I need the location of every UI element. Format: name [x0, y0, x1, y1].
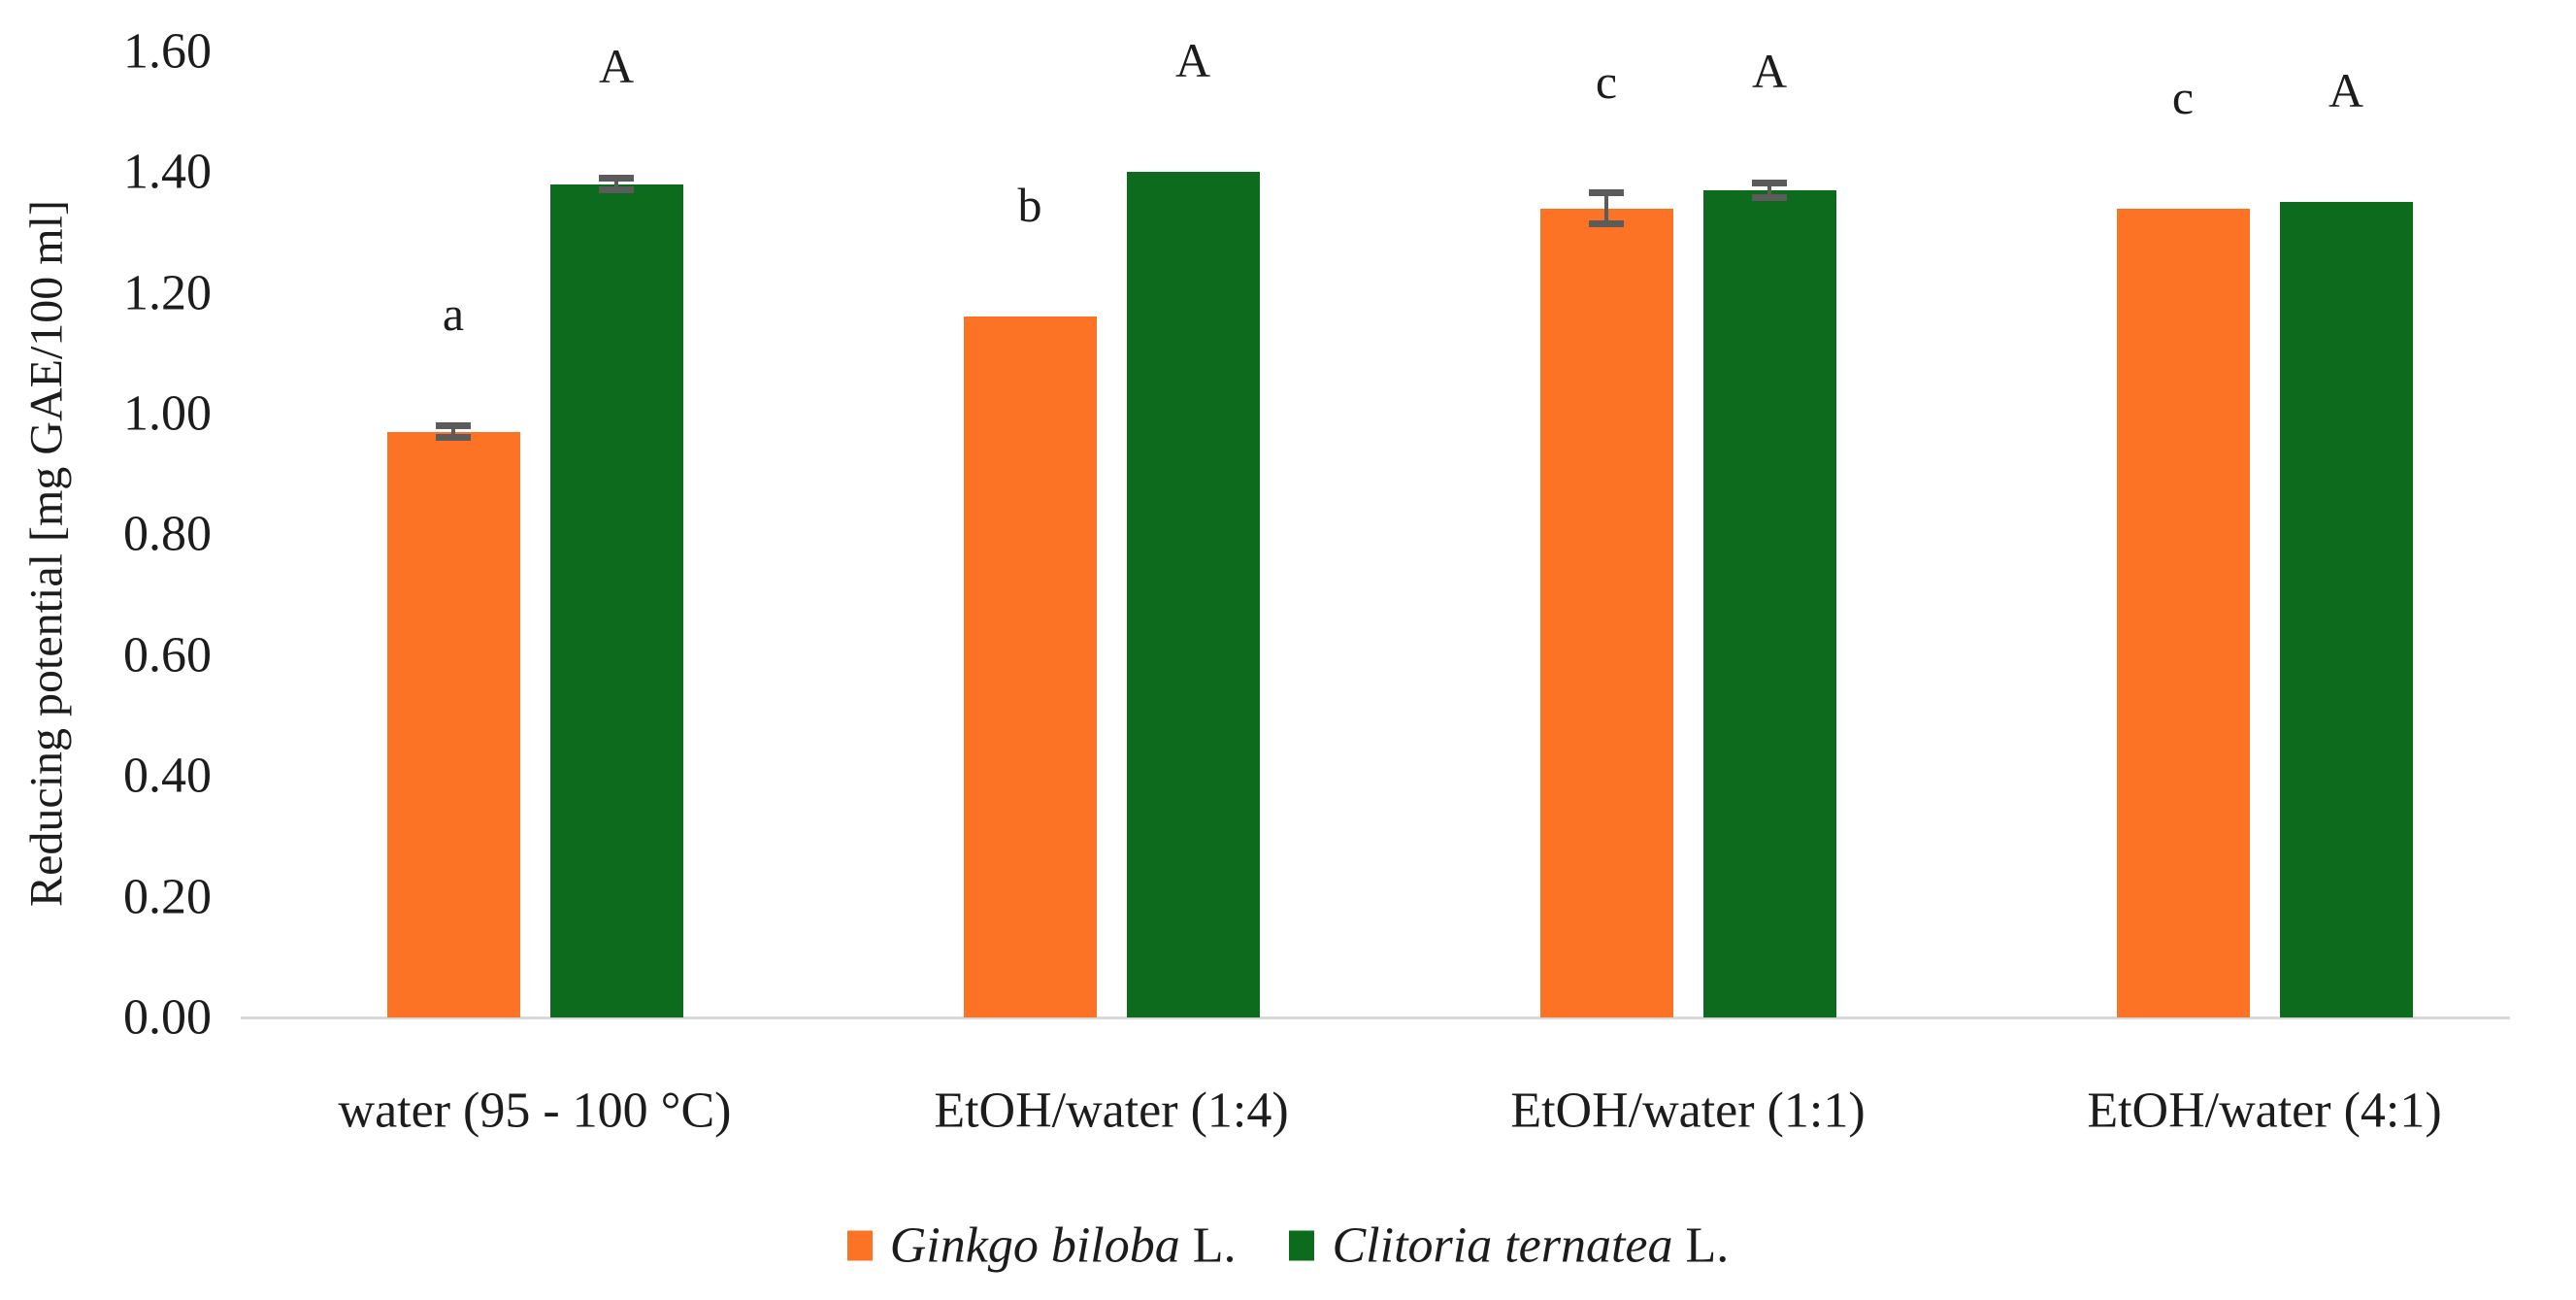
- error-bar-cap-bottom: [599, 186, 634, 194]
- y-tick-label: 0.00: [123, 989, 212, 1046]
- error-bar-cap-bottom: [1589, 219, 1624, 227]
- error-bar-cap-bottom: [1752, 193, 1787, 201]
- bar: [1126, 172, 1260, 1017]
- bar: [1539, 208, 1673, 1017]
- significance-letter: b: [1017, 178, 1042, 233]
- error-bar-line: [1604, 192, 1608, 224]
- error-bar-line: [614, 178, 618, 190]
- x-category-label: EtOH/water (4:1): [2087, 1083, 2442, 1139]
- error-bar-cap-top: [1589, 189, 1624, 197]
- significance-letter: A: [598, 39, 635, 94]
- significance-letter: c: [1595, 53, 1618, 109]
- bar: [549, 183, 683, 1017]
- legend: Ginkgo biloba L. Clitoria ternatea L.: [0, 1217, 2576, 1275]
- significance-letter: A: [1751, 44, 1788, 99]
- bar: [386, 431, 520, 1017]
- error-bar-cap-top: [599, 174, 634, 182]
- error-bar-line: [1767, 183, 1771, 198]
- y-tick-label: 0.60: [123, 627, 212, 683]
- significance-letter: c: [2171, 69, 2195, 124]
- bar: [1702, 189, 1836, 1017]
- bar: [2116, 208, 2250, 1017]
- error-bar-line: [451, 425, 455, 438]
- y-tick-label: 1.20: [123, 265, 212, 321]
- significance-letter: a: [442, 286, 465, 342]
- bar: [963, 317, 1097, 1017]
- legend-swatch-icon: [1289, 1230, 1315, 1261]
- significance-letter: A: [1174, 33, 1211, 88]
- error-bar-cap-top: [436, 421, 471, 429]
- y-tick-label: 0.20: [123, 869, 212, 925]
- x-category-label: EtOH/water (1:1): [1510, 1083, 1866, 1139]
- significance-letter: A: [2328, 63, 2364, 118]
- y-tick-label: 1.60: [123, 23, 212, 80]
- legend-label: Clitoria ternatea L.: [1332, 1217, 1730, 1274]
- bar: [2279, 202, 2413, 1017]
- y-tick-label: 1.00: [123, 385, 212, 442]
- y-tick-label: 1.40: [123, 144, 212, 200]
- legend-item: Ginkgo biloba L.: [846, 1217, 1237, 1275]
- error-bar-cap-bottom: [436, 434, 471, 442]
- legend-label: Ginkgo biloba L.: [889, 1217, 1237, 1274]
- x-category-label: EtOH/water (1:4): [934, 1083, 1289, 1139]
- y-tick-label: 0.40: [123, 748, 212, 804]
- x-axis-line: [241, 1017, 2510, 1019]
- y-tick-label: 0.80: [123, 506, 212, 562]
- legend-item: Clitoria ternatea L.: [1289, 1217, 1729, 1275]
- error-bar-cap-top: [1752, 179, 1787, 186]
- legend-swatch-icon: [846, 1230, 873, 1261]
- x-category-label: water (95 - 100 °C): [338, 1083, 732, 1139]
